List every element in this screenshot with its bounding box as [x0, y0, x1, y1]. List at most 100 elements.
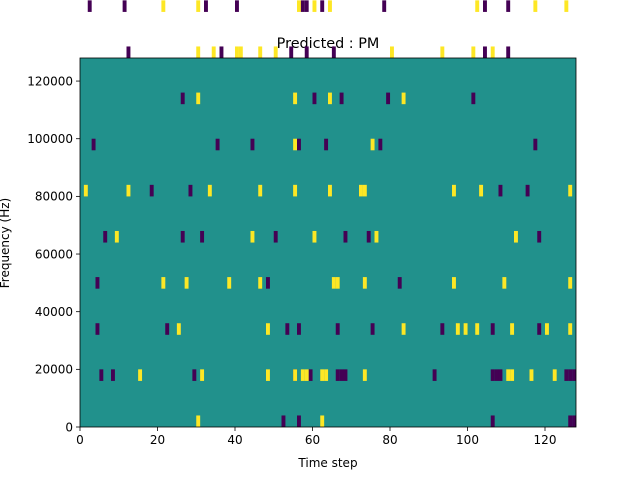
heatmap-cell — [564, 0, 569, 12]
heatmap-cell — [378, 138, 383, 151]
heatmap-cell — [401, 92, 406, 105]
heatmap-cell — [471, 92, 476, 105]
heatmap-cell — [386, 92, 391, 105]
heatmap-cell — [188, 184, 193, 197]
heatmap-cell — [568, 369, 573, 381]
heatmap-cell — [343, 230, 348, 243]
heatmap-cell — [180, 230, 185, 243]
heatmap-cell — [258, 184, 263, 197]
heatmap-cell — [126, 184, 131, 197]
heatmap-cell — [196, 415, 201, 428]
y-tick-label: 80000 — [35, 190, 73, 204]
heatmap-cell — [273, 230, 278, 243]
heatmap-cell — [149, 184, 154, 197]
heatmap-background — [80, 58, 576, 427]
heatmap-cell — [320, 415, 325, 428]
y-tick-label: 120000 — [27, 74, 73, 88]
heatmap-cell — [293, 184, 298, 197]
x-tick-label: 40 — [227, 433, 242, 447]
heatmap-cell — [568, 277, 573, 289]
heatmap-cell — [176, 323, 181, 335]
y-axis-label: Frequency (Hz) — [0, 198, 12, 289]
heatmap-cell — [335, 323, 340, 335]
heatmap-cell — [362, 369, 367, 381]
heatmap-cell — [238, 46, 243, 59]
heatmap-cell — [533, 0, 538, 12]
x-axis: 0 20 40 60 80 100 120 — [76, 427, 556, 447]
heatmap-cell — [111, 369, 115, 381]
heatmap-cell — [545, 323, 549, 335]
chart-title: Predicted : PM — [277, 36, 380, 52]
heatmap-cell — [335, 277, 340, 289]
heatmap-cell — [273, 46, 278, 59]
heatmap-cell — [533, 138, 538, 151]
heatmap-cell — [328, 0, 332, 12]
x-tick-label: 60 — [305, 433, 320, 447]
heatmap-cell — [161, 277, 166, 289]
heatmap-cell — [339, 92, 344, 105]
heatmap-cell — [312, 0, 317, 12]
heatmap-cell — [235, 46, 239, 59]
heatmap-cell — [370, 323, 375, 335]
heatmap-cell — [506, 369, 511, 381]
heatmap-cell — [200, 230, 205, 243]
heatmap-cell — [196, 0, 201, 12]
x-tick-label: 120 — [534, 433, 557, 447]
y-tick-label: 0 — [65, 420, 73, 434]
heatmap-cell — [529, 369, 534, 381]
heatmap-cell — [537, 230, 542, 243]
heatmap-cell — [114, 230, 119, 243]
heatmap-cell — [126, 46, 131, 59]
heatmap-cell — [568, 323, 573, 335]
heatmap-cell — [490, 323, 495, 335]
heatmap-cell — [397, 277, 402, 289]
heatmap-cell — [250, 230, 255, 243]
heatmap-cell — [99, 369, 104, 381]
heatmap-cell — [343, 369, 348, 381]
heatmap-cell — [211, 46, 216, 59]
heatmap-cell — [196, 92, 201, 105]
heatmap-cell — [572, 369, 577, 381]
heatmap-cell — [339, 369, 344, 381]
heatmap-cell — [297, 323, 301, 335]
heatmap-cell — [95, 323, 100, 335]
heatmap-cell — [196, 46, 201, 59]
heatmap-cell — [331, 46, 336, 59]
y-tick-label: 100000 — [27, 132, 73, 146]
heatmap-cell — [510, 369, 515, 381]
heatmap-cell — [401, 323, 406, 335]
heatmap-cell — [494, 369, 499, 381]
heatmap-cell — [374, 230, 379, 243]
heatmap-cell — [83, 184, 88, 197]
heatmap-cell — [308, 369, 313, 381]
heatmap-cell — [219, 46, 224, 59]
heatmap-cell — [440, 46, 445, 59]
heatmap-cell — [564, 369, 569, 381]
heatmap-cell — [200, 369, 205, 381]
heatmap-cell — [122, 0, 127, 12]
heatmap-cell — [281, 415, 286, 428]
heatmap-cell — [293, 369, 298, 381]
heatmap-cell — [498, 184, 503, 197]
heatmap-cell — [293, 138, 298, 151]
heatmap-cell — [362, 277, 367, 289]
heatmap-cell — [552, 369, 557, 381]
x-tick-label: 20 — [150, 433, 165, 447]
heatmap-cell — [483, 46, 487, 59]
x-tick-label: 100 — [456, 433, 479, 447]
heatmap-cell — [331, 277, 336, 289]
heatmap-cell — [285, 323, 290, 335]
heatmap-cell — [304, 0, 309, 12]
plot-frame — [79, 57, 577, 428]
heatmap-cell — [300, 0, 305, 12]
heatmap-cell — [506, 46, 511, 59]
heatmap-cell — [475, 323, 480, 335]
heatmap-cell — [452, 277, 456, 289]
heatmap-cell — [572, 415, 577, 428]
heatmap-cell — [335, 369, 340, 381]
y-tick-label: 60000 — [35, 247, 73, 261]
heatmap-cell — [432, 369, 437, 381]
y-axis: 0 20000 40000 60000 80000 100000 120000 — [27, 74, 80, 434]
heatmap-cell — [304, 46, 309, 59]
